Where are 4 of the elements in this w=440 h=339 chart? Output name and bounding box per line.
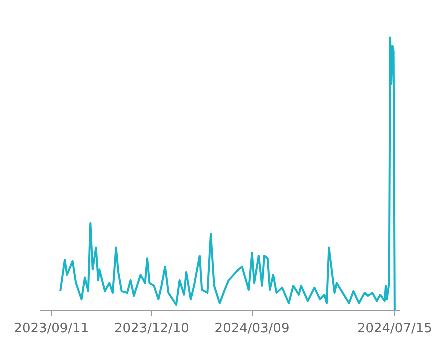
x-tick-label: 2024/07/15 [357, 322, 432, 336]
x-tick-label: 2024/03/09 [214, 322, 290, 336]
x-tick-label: 2023/09/11 [14, 322, 90, 336]
x-tick-label: 2023/12/10 [114, 322, 190, 336]
